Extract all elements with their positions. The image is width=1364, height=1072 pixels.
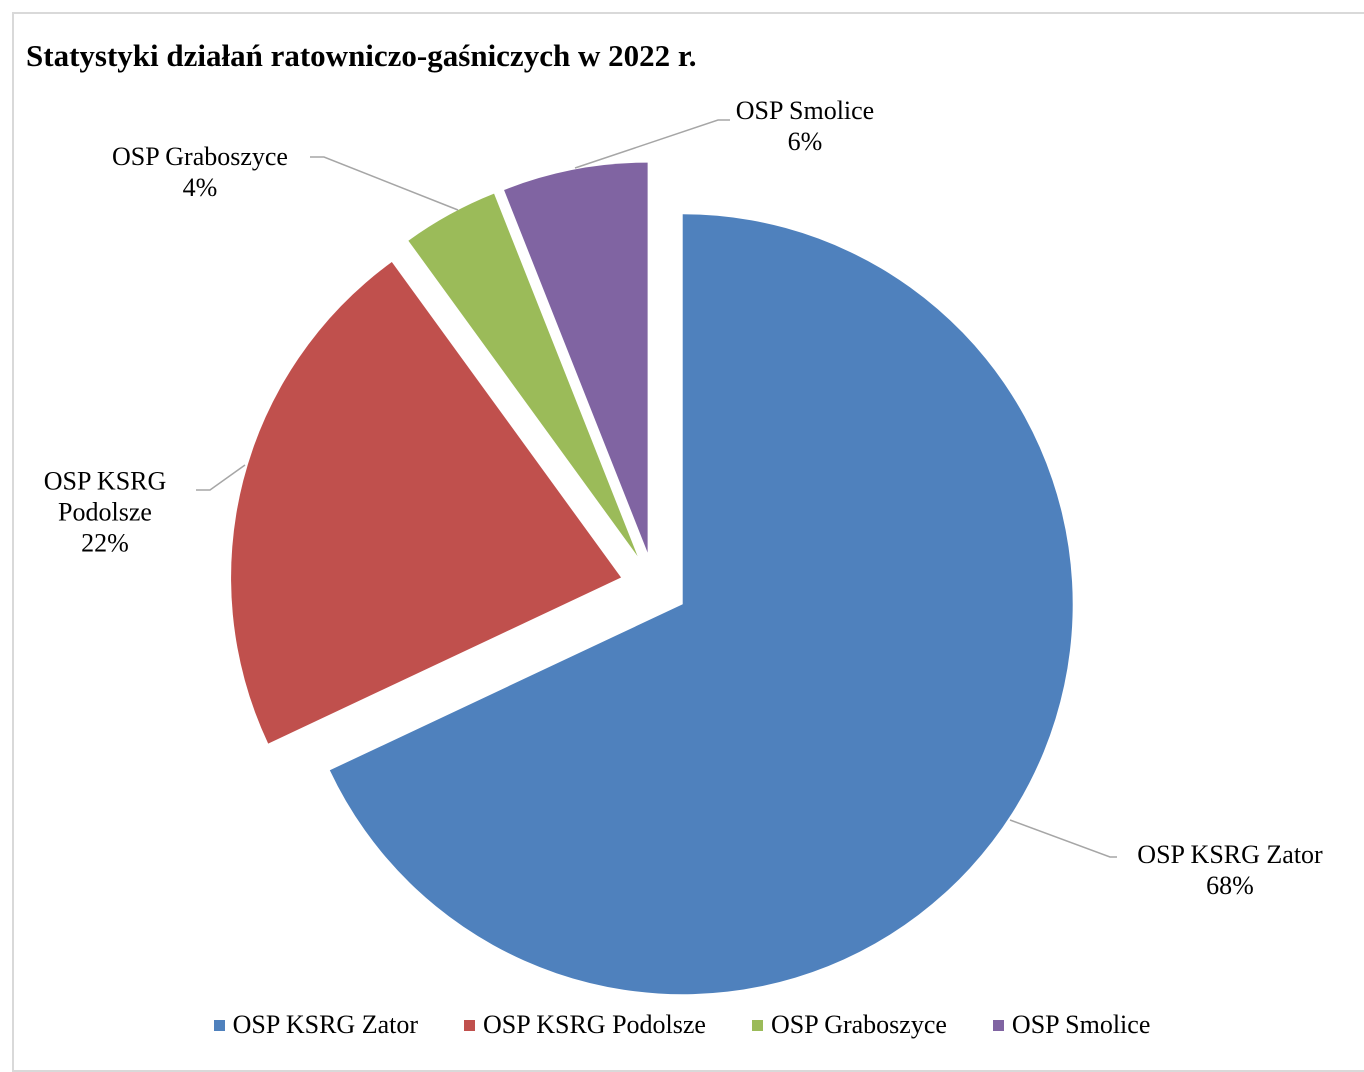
pie-slice bbox=[408, 193, 638, 557]
legend-label: OSP Smolice bbox=[1011, 1010, 1151, 1039]
data-label: OSP Graboszyce 4% bbox=[112, 141, 288, 203]
legend-label: OSP KSRG Zator bbox=[232, 1010, 418, 1039]
legend-item: OSP KSRG Zator bbox=[213, 1010, 418, 1040]
data-label: OSP KSRG Podolsze 22% bbox=[10, 466, 200, 559]
data-label-name: OSP KSRG Podolsze bbox=[43, 466, 167, 527]
legend-label: OSP Graboszyce bbox=[770, 1010, 947, 1039]
data-label: OSP Smolice 6% bbox=[736, 95, 874, 157]
chart-title: Statystyki działań ratowniczo-gaśniczych… bbox=[26, 38, 697, 73]
data-label-name: OSP Graboszyce bbox=[112, 142, 288, 171]
legend: OSP KSRG Zator OSP KSRG Podolsze OSP Grabo… bbox=[0, 1010, 1364, 1040]
legend-item: OSP Graboszyce bbox=[751, 1010, 947, 1040]
legend-swatch bbox=[464, 1019, 475, 1031]
pie-slice bbox=[231, 262, 622, 744]
data-label-name: OSP Smolice bbox=[735, 96, 875, 125]
data-label-value: 68% bbox=[1206, 871, 1254, 900]
data-label-value: 6% bbox=[787, 127, 823, 156]
data-label-value: 4% bbox=[182, 173, 218, 202]
data-label-name: OSP KSRG Zator bbox=[1137, 840, 1323, 869]
legend-label: OSP KSRG Podolsze bbox=[483, 1010, 706, 1039]
legend-swatch bbox=[213, 1019, 225, 1031]
leader-line bbox=[574, 119, 730, 169]
pie-slice bbox=[504, 162, 648, 553]
legend-item: OSP Smolice bbox=[992, 1010, 1151, 1040]
data-label-value: 22% bbox=[81, 528, 129, 558]
leader-line bbox=[310, 156, 459, 211]
pie-slice bbox=[329, 214, 1073, 995]
legend-item: OSP KSRG Podolsze bbox=[464, 1010, 706, 1040]
data-label: OSP KSRG Zator 68% bbox=[1137, 839, 1322, 901]
leader-line bbox=[196, 464, 246, 491]
legend-swatch bbox=[751, 1019, 763, 1031]
legend-swatch bbox=[992, 1019, 1004, 1031]
leader-line bbox=[1009, 819, 1117, 858]
